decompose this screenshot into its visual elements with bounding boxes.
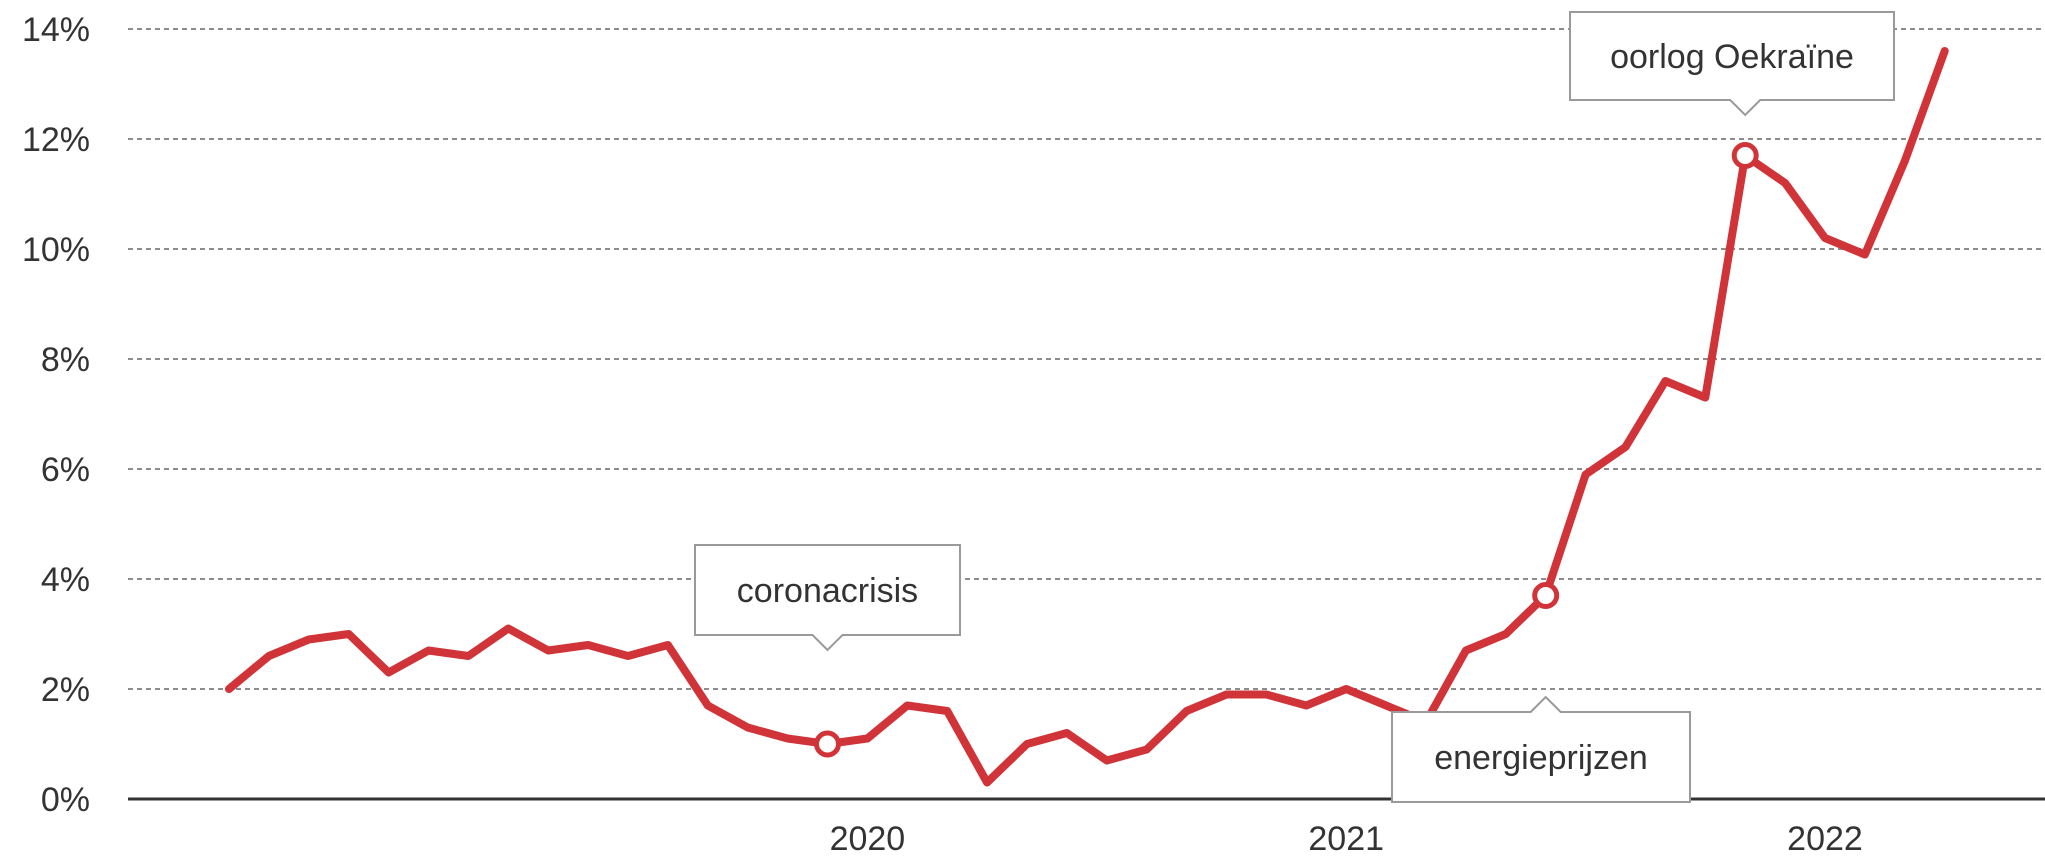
annotations-group: coronacrisis energieprijzen oorlog Oekraïn… (694, 11, 1895, 803)
annotation-marker (814, 730, 841, 758)
y-tick-label: 14% (22, 11, 90, 49)
annotation-box (694, 544, 961, 652)
annotation-label: energieprijzen (1434, 739, 1648, 777)
annotation-marker (1532, 582, 1560, 609)
x-axis-ticks: 2020 2021 2022 (830, 820, 1863, 858)
y-tick-label: 0% (41, 781, 90, 819)
x-tick-label: 2021 (1308, 820, 1384, 858)
annotation-box (1569, 11, 1895, 117)
annotation-callout: coronacrisis (694, 544, 961, 652)
annotation-label: coronacrisis (737, 572, 918, 610)
annotation-box (1391, 695, 1691, 803)
y-tick-label: 10% (22, 231, 90, 269)
annotation-callout: energieprijzen (1391, 695, 1691, 803)
y-axis-ticks: 0% 2% 4% 6% 8% 10% 12% 14% (22, 11, 90, 819)
series-group (225, 47, 1949, 787)
annotation-label: oorlog Oekraïne (1610, 38, 1854, 76)
series-line (225, 47, 1949, 787)
x-tick-label: 2020 (830, 820, 906, 858)
y-tick-label: 12% (22, 121, 90, 159)
y-tick-label: 4% (41, 561, 90, 599)
y-tick-label: 8% (41, 341, 90, 379)
annotation-callout: oorlog Oekraïne (1569, 11, 1895, 117)
y-tick-label: 2% (41, 671, 90, 709)
gridlines (128, 28, 2045, 690)
x-tick-label: 2022 (1787, 820, 1863, 858)
annotation-marker (1731, 142, 1759, 169)
y-tick-label: 6% (41, 451, 90, 489)
